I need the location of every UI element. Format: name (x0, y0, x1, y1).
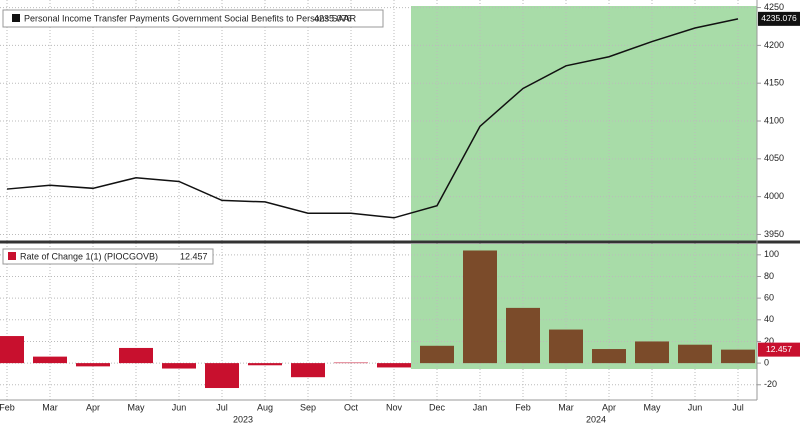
y-tick-label: 20 (764, 336, 774, 346)
y-tick-label: 4200 (764, 40, 784, 50)
legend-label: Personal Income Transfer Payments Govern… (24, 13, 357, 23)
legend-value: 12.457 (180, 251, 208, 261)
value-tag (758, 342, 800, 357)
y-tick-label: 4000 (764, 191, 784, 201)
bar (592, 349, 626, 364)
y-tick-label: 4250 (764, 2, 784, 12)
highlight-region (411, 6, 757, 241)
x-tick-label: Jun (688, 402, 703, 412)
x-tick-label: Mar (558, 402, 574, 412)
x-tick-label: Jul (216, 402, 228, 412)
bar (248, 363, 282, 366)
year-label: 2023 (233, 414, 253, 424)
x-tick-label: Feb (0, 402, 15, 412)
value-tag-label: 4235.076 (761, 13, 797, 23)
x-tick-label: Jun (172, 402, 187, 412)
y-tick-label: -20 (764, 379, 777, 389)
legend (2, 9, 384, 28)
bar (420, 345, 454, 364)
bar (76, 363, 110, 367)
x-tick-label: Feb (515, 402, 531, 412)
y-tick-label: 40 (764, 314, 774, 324)
bar (334, 362, 368, 364)
year-label: 2024 (586, 414, 606, 424)
x-tick-label: Oct (344, 402, 359, 412)
y-tick-label: 4150 (764, 78, 784, 88)
bar (721, 349, 755, 364)
legend-value: 4235.076 (314, 13, 352, 23)
x-tick-label: Jul (732, 402, 744, 412)
bar (506, 307, 540, 364)
y-tick-label: 4100 (764, 115, 784, 125)
line (6, 18, 739, 219)
y-tick-label: 0 (764, 357, 769, 367)
legend (2, 248, 214, 265)
bar (291, 363, 325, 378)
value-tag-label: 12.457 (766, 344, 792, 354)
bar (463, 250, 497, 364)
bar (549, 329, 583, 364)
bar (678, 344, 712, 364)
y-tick-label: 4050 (764, 153, 784, 163)
legend-swatch (8, 252, 16, 260)
x-tick-label: May (643, 402, 661, 412)
y-tick-label: 3950 (764, 229, 784, 239)
x-tick-label: Apr (86, 402, 100, 412)
x-tick-label: Sep (300, 402, 316, 412)
x-tick-label: Jan (473, 402, 488, 412)
x-tick-label: Mar (42, 402, 58, 412)
x-tick-label: May (127, 402, 145, 412)
value-tag (758, 11, 800, 26)
y-tick-label: 100 (764, 249, 779, 259)
bar (119, 347, 153, 364)
y-tick-label: 60 (764, 293, 774, 303)
bar (162, 363, 196, 369)
legend-swatch (12, 14, 20, 22)
y-tick-label: 80 (764, 271, 774, 281)
legend-label: Rate of Change 1(1) (PIOCGOVB) (20, 251, 158, 261)
x-tick-label: Apr (602, 402, 616, 412)
bar (377, 363, 411, 368)
x-tick-label: Dec (429, 402, 446, 412)
x-tick-label: Nov (386, 402, 403, 412)
bar (33, 356, 67, 364)
bar (205, 363, 239, 389)
x-tick-label: Aug (257, 402, 273, 412)
bar (0, 336, 24, 364)
bar (635, 341, 669, 364)
